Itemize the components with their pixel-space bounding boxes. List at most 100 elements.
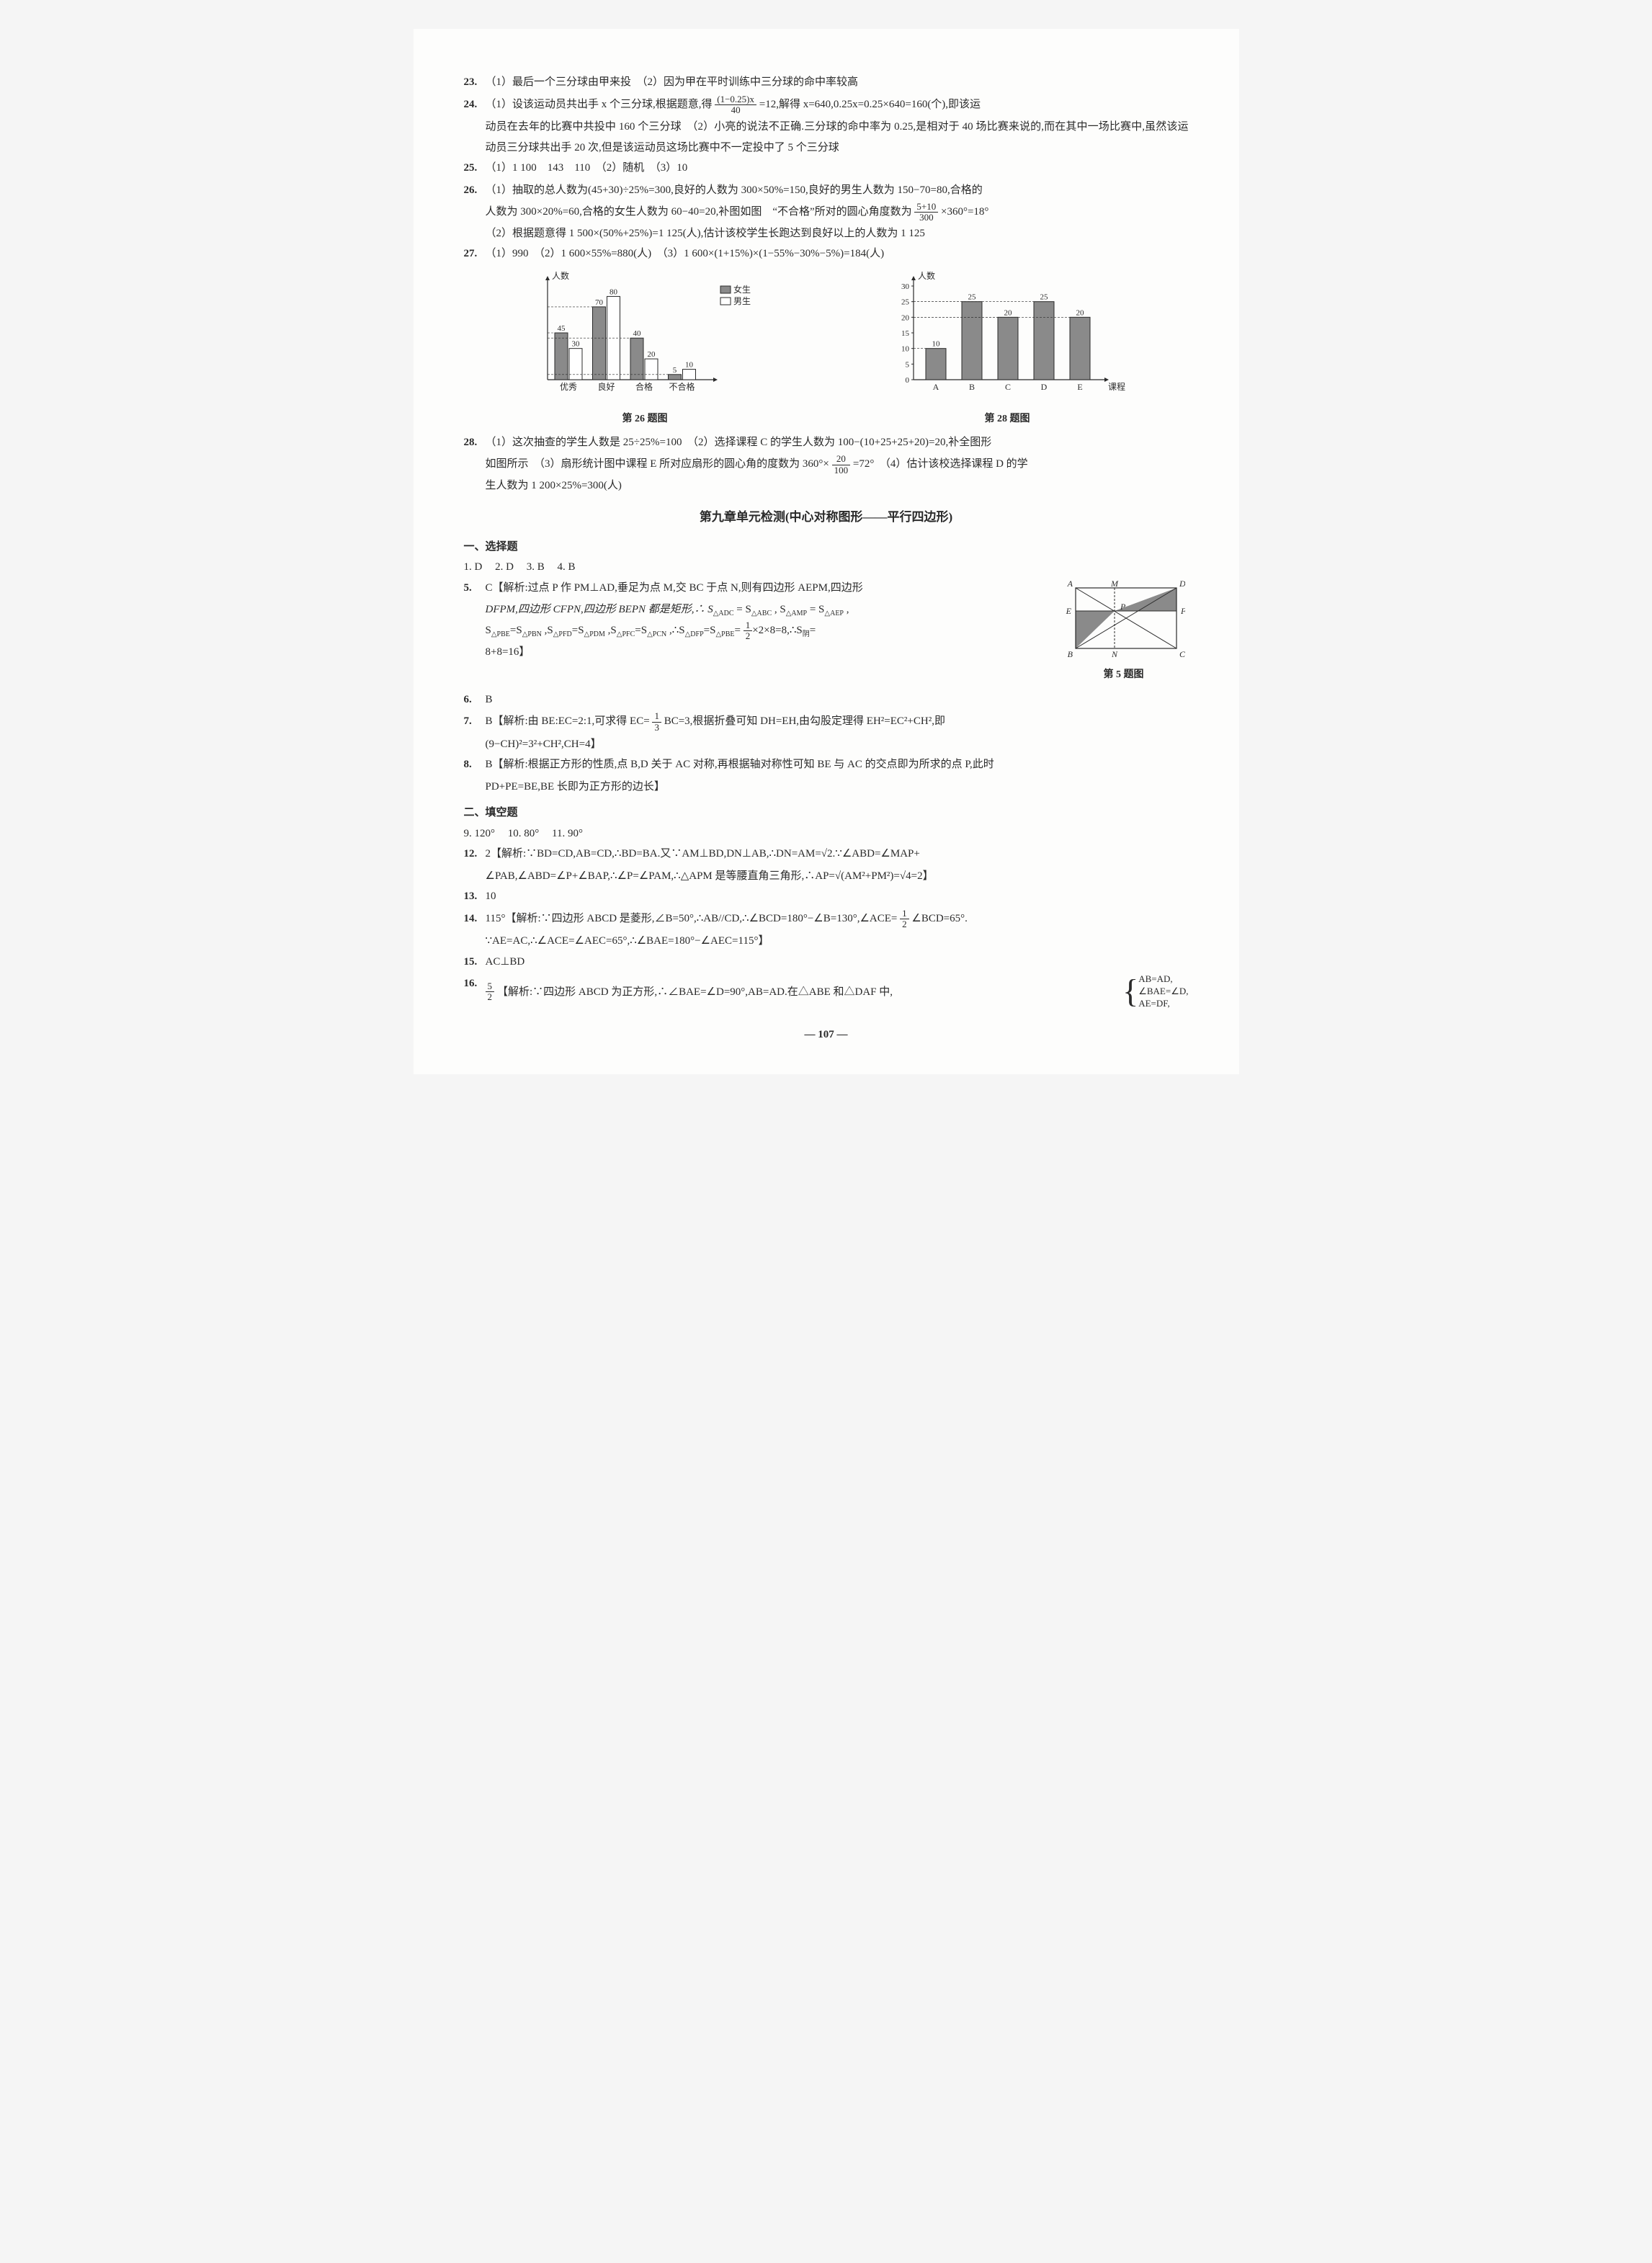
q8-line2: PD+PE=BE,BE 长即为正方形的边长】: [464, 777, 1189, 798]
ans-1: 1. D: [464, 561, 483, 573]
question-6: 6. B: [464, 689, 1189, 710]
svg-text:N: N: [1110, 649, 1117, 657]
svg-text:40: 40: [633, 329, 642, 338]
question-24: 24. （1）设该运动员共出手 x 个三分球,根据题意,得 (1−0.25)x …: [464, 94, 1189, 116]
svg-text:D: D: [1041, 382, 1048, 392]
q6-num: 6.: [464, 689, 486, 710]
svg-text:优秀: 优秀: [560, 382, 577, 392]
question-16: 16. 5 2 【解析:∵四边形 ABCD 为正方形,∴∠BAE=∠D=90°,…: [464, 973, 1189, 1010]
q24-num: 24.: [464, 94, 486, 116]
svg-text:20: 20: [901, 313, 910, 322]
svg-text:30: 30: [901, 282, 910, 291]
q15-body: AC⊥BD: [486, 952, 1189, 973]
svg-text:不合格: 不合格: [669, 381, 695, 392]
q28-num: 28.: [464, 432, 486, 453]
section-2-title: 二、填空题: [464, 803, 1189, 823]
question-25: 25. （1）1 100 143 110 （2）随机 （3）10: [464, 158, 1189, 179]
svg-text:A: A: [1066, 579, 1073, 589]
ans-4: 4. B: [557, 561, 575, 573]
q13-num: 13.: [464, 886, 486, 907]
figure-5-caption: 第 5 题图: [1059, 666, 1189, 685]
page-number: — 107 —: [464, 1025, 1189, 1045]
svg-text:M: M: [1110, 579, 1119, 589]
answers-row-1: 1. D 2. D 3. B 4. B: [464, 557, 1189, 578]
question-28: 28. （1）这次抽查的学生人数是 25÷25%=100 （2）选择课程 C 的…: [464, 432, 1189, 453]
charts-row: 人数4530优秀7080良好4020合格510不合格女生男生 第 26 题图 人…: [464, 272, 1189, 429]
svg-text:15: 15: [901, 329, 910, 338]
svg-text:0: 0: [906, 376, 910, 385]
question-26: 26. （1）抽取的总人数为(45+30)÷25%=300,良好的人数为 300…: [464, 180, 1189, 201]
q26-num: 26.: [464, 180, 486, 201]
q23-num: 23.: [464, 72, 486, 93]
q16-body: 5 2 【解析:∵四边形 ABCD 为正方形,∴∠BAE=∠D=90°,AB=A…: [486, 973, 1189, 1010]
svg-text:E: E: [1077, 382, 1082, 392]
svg-text:80: 80: [610, 287, 618, 296]
question-12: 12. 2【解析:∵BD=CD,AB=CD,∴BD=BA.又∵AM⊥BD,DN⊥…: [464, 844, 1189, 865]
svg-text:男生: 男生: [733, 296, 751, 306]
svg-text:5: 5: [906, 360, 910, 369]
q5-num: 5.: [464, 578, 486, 599]
q24-p1b: =12,解得 x=640,0.25x=0.25×640=160(个),即该运: [759, 99, 981, 110]
question-14: 14. 115°【解析:∵四边形 ABCD 是菱形,∠B=50°,∴AB//CD…: [464, 909, 1189, 930]
svg-text:10: 10: [685, 360, 694, 369]
svg-text:30: 30: [572, 339, 581, 348]
q8-num: 8.: [464, 754, 486, 775]
svg-text:E: E: [1065, 606, 1071, 616]
q28-p1: （1）这次抽查的学生人数是 25÷25%=100 （2）选择课程 C 的学生人数…: [486, 432, 1189, 453]
svg-text:C: C: [1005, 382, 1011, 392]
q12-line2: ∠PAB,∠ABD=∠P+∠BAP,∴∠P=∠PAM,∴△APM 是等腰直角三角…: [464, 866, 1189, 887]
q14-body: 115°【解析:∵四边形 ABCD 是菱形,∠B=50°,∴AB//CD,∴∠B…: [486, 909, 1189, 930]
figure-5: AMDEPFBNC 第 5 题图: [1059, 578, 1189, 685]
chart-28: 人数课程05101520253010A25B20C25D20E: [878, 272, 1137, 401]
q7-body: B【解析:由 BE:EC=2:1,可求得 EC= 1 3 BC=3,根据折叠可知…: [486, 711, 1189, 733]
svg-text:45: 45: [558, 324, 566, 333]
svg-text:20: 20: [1004, 308, 1013, 317]
answers-row-2: 9. 120° 10. 80° 11. 90°: [464, 823, 1189, 844]
svg-text:女生: 女生: [733, 284, 751, 295]
ans-10: 10. 80°: [508, 828, 540, 839]
q16-frac: 5 2: [486, 981, 495, 1003]
svg-text:70: 70: [595, 298, 604, 307]
svg-text:P: P: [1120, 602, 1126, 612]
q24-p1a: （1）设该运动员共出手 x 个三分球,根据题意,得: [486, 99, 713, 110]
svg-text:F: F: [1180, 606, 1185, 616]
svg-text:C: C: [1179, 649, 1185, 657]
q27-num: 27.: [464, 244, 486, 264]
q5-frac: 1 2: [744, 620, 753, 642]
ans-11: 11. 90°: [552, 828, 583, 839]
ans-3: 3. B: [527, 561, 545, 573]
q6-body: B: [486, 689, 1189, 710]
figure-5-svg: AMDEPFBNC: [1063, 578, 1185, 657]
q28-p2: 如图所示 （3）扇形统计图中课程 E 所对应扇形的圆心角的度数为 360°× 2…: [464, 454, 1189, 476]
q25-body: （1）1 100 143 110 （2）随机 （3）10: [486, 158, 1189, 179]
ans-9: 9. 120°: [464, 828, 496, 839]
q28-frac: 20 100: [832, 454, 851, 476]
q7-line2: (9−CH)²=3²+CH²,CH=4】: [464, 734, 1189, 755]
q16-num: 16.: [464, 973, 486, 1010]
svg-text:5: 5: [673, 365, 677, 374]
question-13: 13. 10: [464, 886, 1189, 907]
svg-text:人数: 人数: [918, 272, 935, 281]
q13-body: 10: [486, 886, 1189, 907]
question-8: 8. B【解析:根据正方形的性质,点 B,D 关于 AC 对称,再根据轴对称性可…: [464, 754, 1189, 775]
q14-line2: ∵AE=AC,∴∠ACE=∠AEC=65°,∴∠BAE=180°−∠AEC=11…: [464, 931, 1189, 952]
svg-text:20: 20: [648, 350, 656, 359]
question-23: 23. （1）最后一个三分球由甲来投 （2）因为甲在平时训练中三分球的命中率较高: [464, 72, 1189, 93]
q25-num: 25.: [464, 158, 486, 179]
question-15: 15. AC⊥BD: [464, 952, 1189, 973]
q16-system: { AB=AD, ∠BAE=∠D, AE=DF,: [1122, 973, 1188, 1010]
q7-frac: 1 3: [652, 711, 661, 733]
q23-body: （1）最后一个三分球由甲来投 （2）因为甲在平时训练中三分球的命中率较高: [486, 72, 1189, 93]
question-7: 7. B【解析:由 BE:EC=2:1,可求得 EC= 1 3 BC=3,根据折…: [464, 711, 1189, 733]
q24-p2: 动员在去年的比赛中共投中 160 个三分球 （2）小亮的说法不正确.三分球的命中…: [464, 117, 1189, 158]
q14-num: 14.: [464, 909, 486, 930]
q26-p2: 人数为 300×20%=60,合格的女生人数为 60−40=20,补图如图 “不…: [464, 202, 1189, 223]
svg-text:25: 25: [1040, 293, 1049, 301]
chart-28-wrap: 人数课程05101520253010A25B20C25D20E 第 28 题图: [878, 272, 1137, 429]
q8-line1: B【解析:根据正方形的性质,点 B,D 关于 AC 对称,再根据轴对称性可知 B…: [486, 754, 1189, 775]
question-27: 27. （1）990 （2）1 600×55%=880(人) （3）1 600×…: [464, 244, 1189, 264]
svg-text:合格: 合格: [635, 381, 653, 392]
svg-text:25: 25: [901, 298, 910, 306]
page: 23. （1）最后一个三分球由甲来投 （2）因为甲在平时训练中三分球的命中率较高…: [414, 29, 1239, 1074]
svg-text:A: A: [933, 382, 939, 392]
